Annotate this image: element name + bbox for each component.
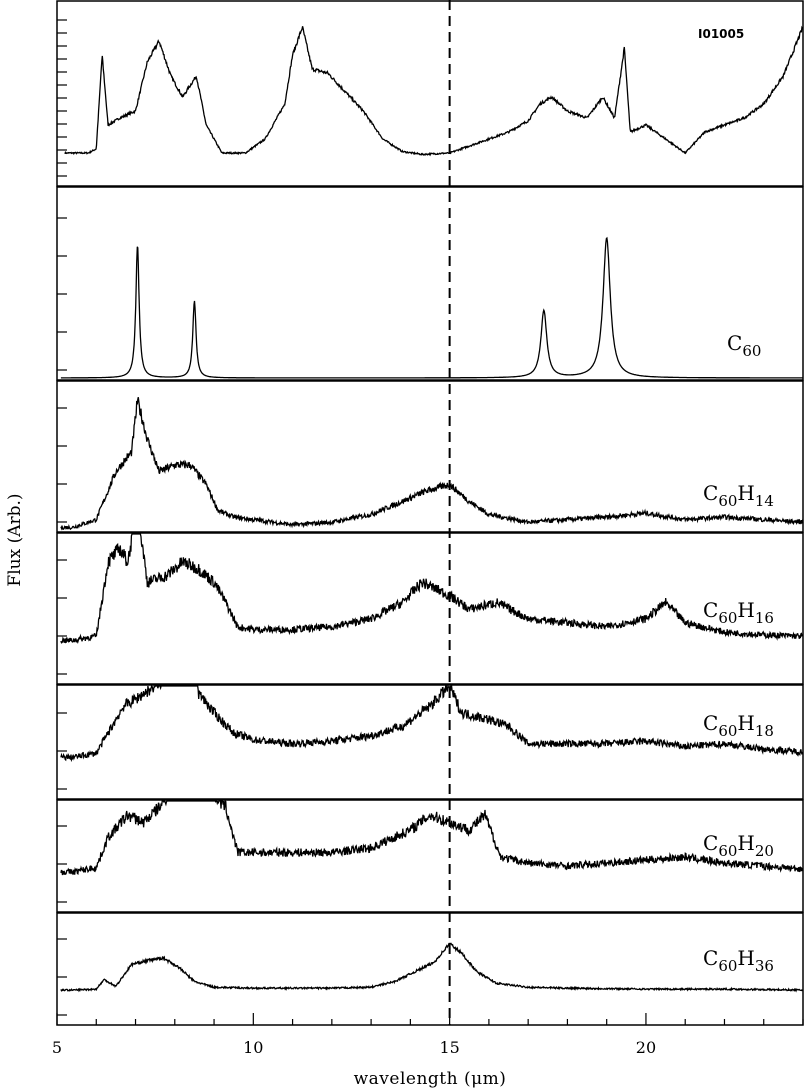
- label-sub-h: 36: [755, 957, 774, 975]
- x-tick-label: 20: [636, 1038, 656, 1057]
- panel-c60h14: C60H14: [56, 380, 804, 533]
- panel-c60h20: C60H20: [56, 799, 804, 913]
- spectrum-line: [60, 942, 804, 993]
- label-h: H: [737, 711, 754, 735]
- label-sub-h: 20: [755, 842, 774, 860]
- panel-id-label: I01005: [698, 27, 744, 41]
- panel-frame: [56, 186, 804, 381]
- label-h: H: [737, 481, 754, 505]
- x-tick-label: 10: [243, 1038, 263, 1057]
- spectrum-line: [60, 799, 804, 876]
- panel-frame: [56, 532, 804, 685]
- panel-c60: C60: [56, 186, 804, 381]
- x-tick-label: 5: [52, 1038, 62, 1057]
- label-c: C: [727, 331, 742, 355]
- label-c: C: [703, 598, 718, 622]
- panel-frame: [56, 380, 804, 533]
- panel-io1005: I01005: [56, 0, 804, 187]
- label-sub-60: 60: [718, 842, 737, 860]
- label-sub-h: 18: [755, 722, 774, 740]
- y-axis-label: Flux (Arb.): [5, 493, 25, 586]
- x-axis: 5 10 15 20: [52, 1013, 804, 1057]
- panel-c60h36: C60H36: [56, 912, 804, 1026]
- panel-molecule-label: C60H18: [703, 711, 774, 740]
- label-sub-h: 16: [755, 609, 774, 627]
- label-c: C: [703, 481, 718, 505]
- x-axis-label: wavelength (μm): [354, 1069, 507, 1089]
- panel-molecule-label: C60H14: [703, 481, 774, 510]
- label-h: H: [737, 598, 754, 622]
- label-c: C: [703, 831, 718, 855]
- spectrum-line: [60, 397, 804, 531]
- x-tick-label: 15: [439, 1038, 459, 1057]
- label-c: C: [703, 946, 718, 970]
- spectrum-line: [60, 533, 804, 645]
- spectrum-line: [64, 25, 804, 157]
- panel-frame: [56, 912, 804, 1026]
- label-h: H: [737, 831, 754, 855]
- label-sub-h: 14: [755, 492, 774, 510]
- label-sub-60: 60: [718, 722, 737, 740]
- label-sub-60: 60: [718, 957, 737, 975]
- panel-molecule-label: C60H20: [703, 831, 774, 860]
- label-sub-60: 60: [742, 342, 761, 360]
- panel-molecule-label: C60: [727, 331, 761, 360]
- panel-frame: [56, 0, 804, 187]
- panel-molecule-label: C60H36: [703, 946, 774, 975]
- label-sub-60: 60: [718, 492, 737, 510]
- panel-c60h18: C60H18: [56, 684, 804, 800]
- panel-frame: [56, 684, 804, 800]
- panel-frame: [56, 799, 804, 913]
- spectrum-line: [60, 684, 804, 763]
- spectrum-line: [60, 236, 803, 379]
- panel-c60h16: C60H16: [56, 532, 804, 685]
- label-sub-60: 60: [718, 609, 737, 627]
- label-h: H: [737, 946, 754, 970]
- panel-molecule-label: C60H16: [703, 598, 774, 627]
- label-c: C: [703, 711, 718, 735]
